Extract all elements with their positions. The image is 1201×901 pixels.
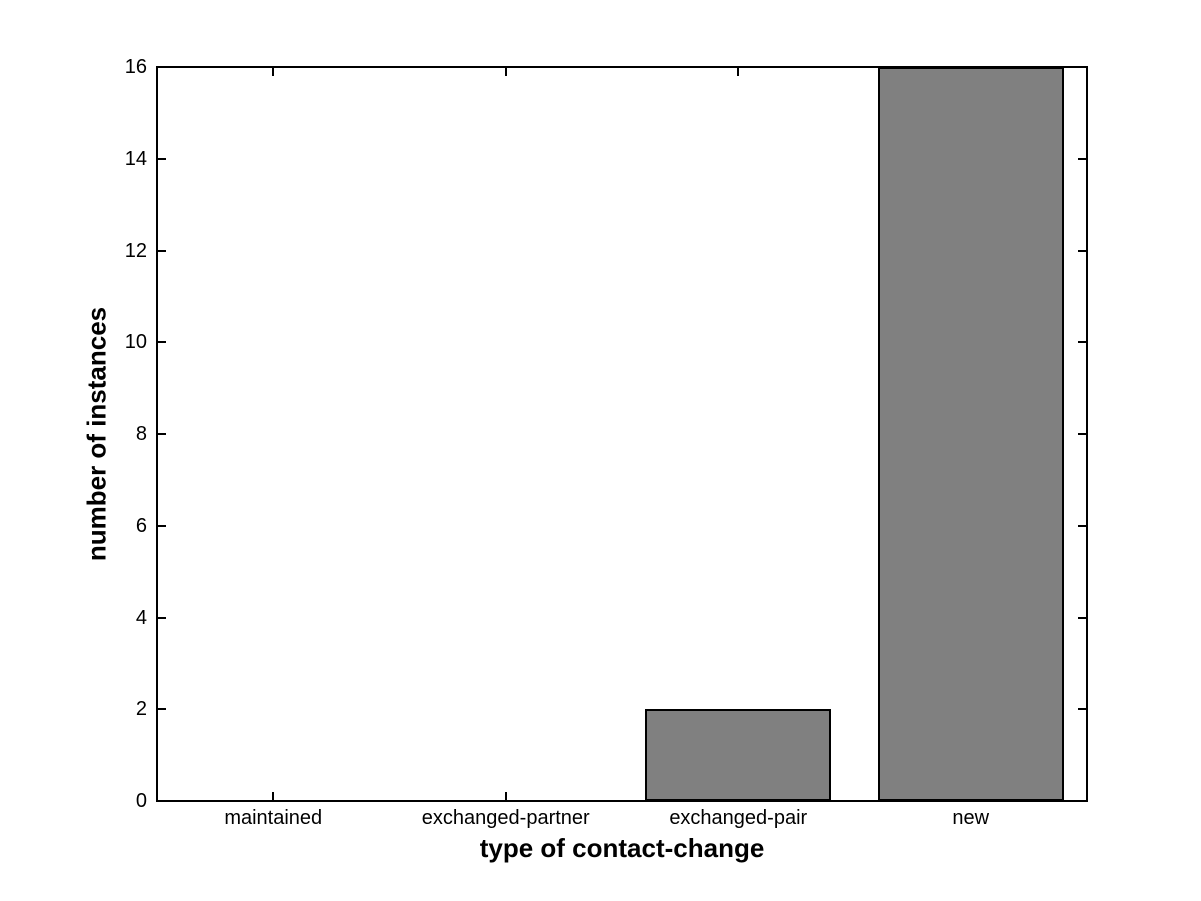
y-tick-left (157, 524, 166, 527)
x-tick-bottom (272, 792, 275, 801)
y-tick-label: 14 (124, 147, 147, 170)
x-tick-label: exchanged-pair (669, 807, 808, 829)
y-tick-left (157, 616, 166, 619)
y-axis-label: number of instances (81, 306, 112, 562)
y-tick-right (1078, 433, 1087, 435)
x-tick-bottom (504, 792, 507, 801)
x-tick-top (737, 67, 740, 76)
y-tick-right (1078, 66, 1087, 68)
y-tick-right (1078, 524, 1087, 527)
x-tick-top (504, 67, 507, 76)
y-tick-left (157, 157, 166, 160)
x-tick-label: maintained (224, 807, 323, 829)
y-tick-right (1078, 249, 1087, 252)
y-tick-label: 16 (124, 56, 147, 78)
y-tick-left (157, 249, 166, 252)
y-tick-label: 0 (135, 790, 147, 812)
y-tick-label: 8 (135, 423, 147, 445)
y-tick-right (1078, 800, 1087, 802)
y-tick-left (157, 66, 166, 68)
y-tick-left (157, 433, 166, 435)
x-tick-top (272, 67, 275, 76)
y-tick-right (1078, 341, 1087, 344)
y-tick-label: 4 (135, 606, 147, 629)
y-tick-label: 2 (135, 698, 147, 721)
bar-exchanged-pair (645, 709, 832, 801)
y-tick-right (1078, 616, 1087, 619)
y-tick-label: 6 (135, 514, 147, 537)
y-tick-label: 12 (124, 239, 147, 262)
y-tick-left (157, 708, 166, 711)
y-tick-label: 10 (124, 331, 147, 354)
x-tick-label: exchanged-partner (421, 807, 590, 829)
y-tick-right (1078, 157, 1087, 160)
y-tick-left (157, 341, 166, 344)
x-tick-label: new (952, 807, 990, 829)
bar-new (877, 67, 1064, 801)
y-tick-right (1078, 708, 1087, 711)
y-tick-left (157, 800, 166, 802)
x-axis-label: type of contact-change (479, 833, 765, 863)
